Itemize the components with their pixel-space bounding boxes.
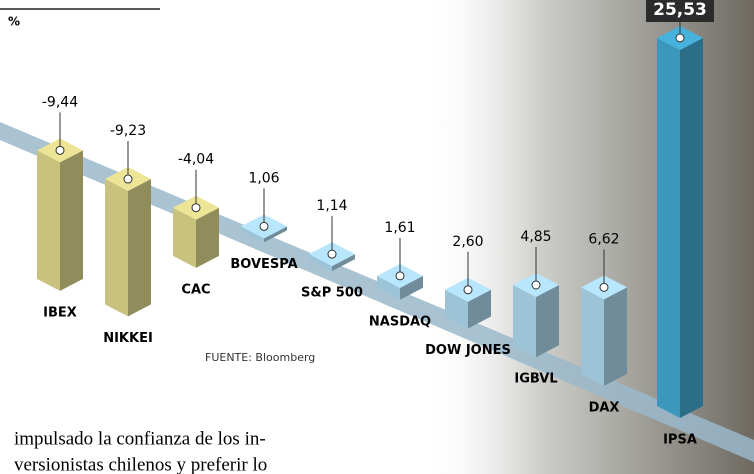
category-label: IBEX xyxy=(43,305,77,320)
value-dot xyxy=(599,282,609,292)
value-label: 25,53 xyxy=(653,0,707,20)
category-label: NIKKEI xyxy=(103,331,153,346)
value-dot xyxy=(191,203,201,213)
value-label: 2,60 xyxy=(452,234,483,250)
category-label: IPSA xyxy=(663,432,697,447)
bar xyxy=(309,254,332,272)
value-dot xyxy=(55,145,65,155)
bar xyxy=(173,207,196,268)
value-label: -9,23 xyxy=(110,123,146,139)
value-label: 1,06 xyxy=(248,170,279,186)
bar-side xyxy=(60,150,83,291)
bar-side xyxy=(536,285,559,358)
value-dot xyxy=(123,174,133,184)
category-label: DOW JONES xyxy=(425,343,511,358)
body-text: versionistas chilenos y preferir lo xyxy=(14,454,267,474)
bar-side xyxy=(604,287,627,386)
bar xyxy=(657,37,680,418)
category-label: BOVESPA xyxy=(230,257,297,272)
value-dot xyxy=(327,249,337,259)
bar-side xyxy=(680,37,703,418)
bar xyxy=(105,179,128,317)
value-label: -9,44 xyxy=(42,94,78,110)
value-dot xyxy=(531,280,541,290)
bar-side xyxy=(332,254,355,272)
value-dot xyxy=(463,285,473,295)
unit-label: % xyxy=(8,15,20,29)
category-label: CAC xyxy=(181,282,210,297)
value-label: -4,04 xyxy=(178,152,214,168)
bar-side xyxy=(128,179,151,317)
category-label: IGBVL xyxy=(514,372,557,387)
value-dot xyxy=(259,221,269,231)
value-label: 1,61 xyxy=(384,220,415,236)
bar xyxy=(581,287,604,386)
category-label: NASDAQ xyxy=(369,314,431,329)
category-label: DAX xyxy=(589,400,620,415)
bars: -9,44 IBEX -9,23 NIKKEI -4,04 CAC 1,06 BOVESPA 1… xyxy=(37,0,714,447)
bar xyxy=(37,150,60,291)
value-dot xyxy=(395,271,405,281)
value-label: 6,62 xyxy=(588,231,619,247)
value-label: 1,14 xyxy=(316,198,347,214)
bar xyxy=(377,275,400,300)
bar xyxy=(241,226,264,243)
value-box xyxy=(646,0,714,22)
value-dot xyxy=(675,33,685,43)
value-label: 4,85 xyxy=(520,229,551,245)
bar-side xyxy=(264,226,287,243)
bar-side xyxy=(400,275,423,300)
bar xyxy=(513,285,536,358)
body-text: impulsado la confianza de los in- xyxy=(14,428,266,449)
bar xyxy=(445,289,468,329)
source: FUENTE: Bloomberg xyxy=(205,351,315,364)
bar-side xyxy=(196,207,219,268)
bar-side xyxy=(468,289,491,329)
category-label: S&P 500 xyxy=(301,286,363,301)
